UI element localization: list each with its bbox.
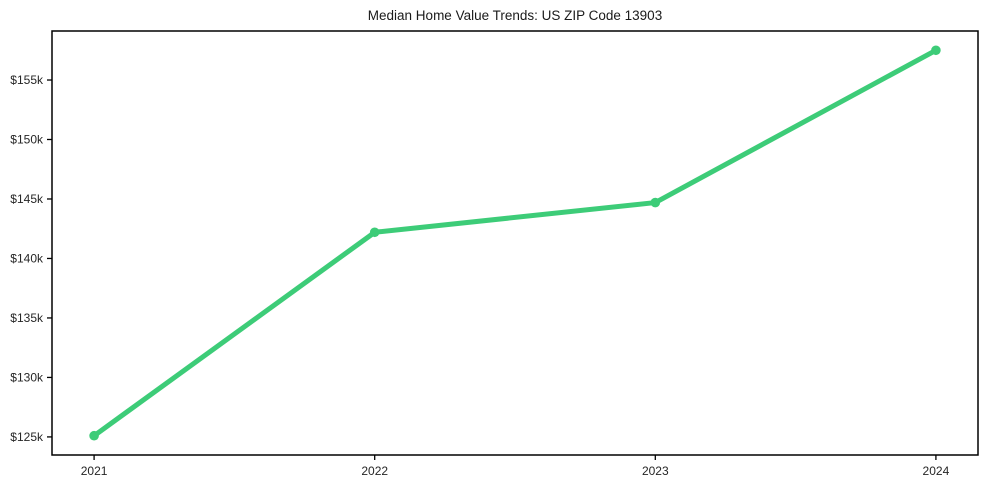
- y-axis-tick-label: $155k: [10, 73, 44, 87]
- trend-line: [91, 47, 939, 439]
- y-axis-tick-label: $150k: [10, 132, 44, 146]
- y-axis-tick-label: $135k: [10, 311, 44, 325]
- x-axis-tick-label: 2022: [361, 464, 388, 478]
- x-axis-tick-label: 2023: [642, 464, 669, 478]
- chart-title: Median Home Value Trends: US ZIP Code 13…: [367, 8, 663, 23]
- data-point-marker: [369, 227, 380, 238]
- data-point-marker: [650, 197, 661, 208]
- y-axis-tick-label: $130k: [10, 370, 44, 384]
- y-axis-tick-label: $145k: [10, 192, 44, 206]
- plot-frame: [51, 30, 979, 456]
- data-point-marker: [931, 45, 941, 56]
- data-point-marker: [89, 430, 99, 441]
- y-axis-tick-label: $140k: [10, 251, 44, 265]
- x-axis-tick-label: 2021: [81, 464, 108, 478]
- y-axis-tick-label: $125k: [10, 430, 44, 444]
- x-axis-tick-label: 2024: [923, 464, 950, 478]
